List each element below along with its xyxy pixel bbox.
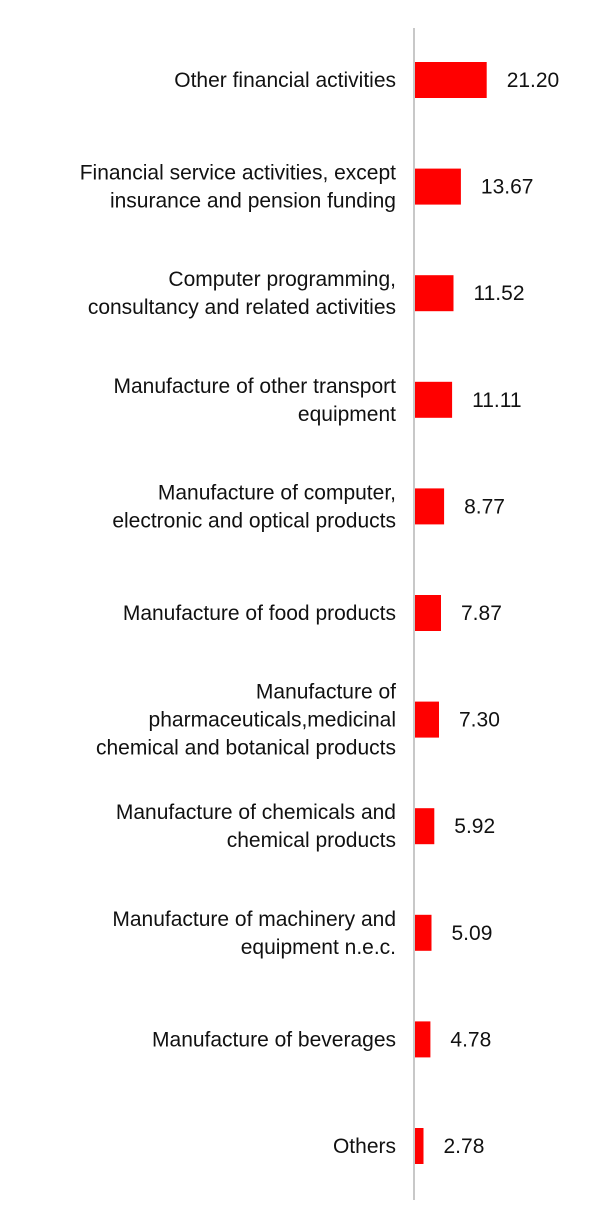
bar <box>414 808 435 845</box>
value-label: 11.52 <box>474 282 525 305</box>
bar <box>414 488 445 525</box>
category-label-line: Computer programming, <box>168 268 396 291</box>
value-label: 2.78 <box>444 1135 485 1158</box>
category-label-line: equipment <box>298 403 396 426</box>
category-label-line: Financial service activities, except <box>80 162 396 185</box>
bar <box>414 62 487 98</box>
category-label: Financial service activities, except insu… <box>80 162 396 213</box>
bar <box>414 1128 424 1164</box>
category-label-line: Manufacture of machinery and <box>112 908 396 931</box>
value-label: 4.78 <box>450 1028 491 1051</box>
category-label-line: chemical and botanical products <box>96 737 396 760</box>
category-label: Other financial activities <box>174 69 396 92</box>
bars-layer <box>414 62 487 1164</box>
category-label-line: consultancy and related activities <box>88 296 396 319</box>
bar <box>414 381 453 418</box>
category-label: Manufacture of pharmaceuticals,medicinal c… <box>96 681 396 760</box>
category-label: Manufacture of food products <box>123 602 396 625</box>
category-label-line: insurance and pension funding <box>110 190 396 213</box>
value-label: 21.20 <box>507 69 560 92</box>
bar <box>414 1021 431 1058</box>
category-label-line: Manufacture of chemicals and <box>116 801 396 824</box>
category-label: Manufacture of other transport equipment <box>114 375 397 426</box>
category-label-line: Manufacture of computer, <box>158 481 396 504</box>
value-label: 8.77 <box>464 495 505 518</box>
category-label: Manufacture of chemicals and chemical pro… <box>116 801 396 852</box>
category-label-line: pharmaceuticals,medicinal <box>149 709 396 732</box>
category-label-line: equipment n.e.c. <box>241 936 396 959</box>
category-label-line: Manufacture of beverages <box>152 1028 396 1051</box>
category-label: Manufacture of computer, electronic and o… <box>112 481 396 532</box>
category-label-line: chemical products <box>227 829 396 852</box>
category-label: Others <box>333 1135 396 1158</box>
value-label: 7.87 <box>461 602 502 625</box>
category-label: Manufacture of machinery and equipment n.… <box>112 908 396 959</box>
category-label-line: Manufacture of other transport <box>114 375 397 398</box>
category-label-line: Others <box>333 1135 396 1158</box>
bar <box>414 701 439 738</box>
category-label-line: Manufacture of food products <box>123 602 396 625</box>
value-label: 5.92 <box>454 815 495 838</box>
bar <box>414 275 454 312</box>
category-labels: Other financial activities Financial serv… <box>80 69 396 1158</box>
bar <box>414 595 441 631</box>
value-labels: 21.20 13.67 11.52 11.11 8.77 7.87 7.30 5.92 5.09… <box>444 69 560 1158</box>
bar <box>414 168 461 205</box>
category-label: Computer programming, consultancy and rel… <box>88 268 396 319</box>
bar <box>414 914 432 951</box>
category-label: Manufacture of beverages <box>152 1028 396 1051</box>
category-label-line: Other financial activities <box>174 69 396 92</box>
value-label: 13.67 <box>481 176 534 199</box>
value-label: 5.09 <box>452 922 493 945</box>
category-label-line: electronic and optical products <box>112 509 396 532</box>
value-label: 7.30 <box>459 709 500 732</box>
category-label-line: Manufacture of <box>256 681 396 704</box>
value-label: 11.11 <box>472 389 521 412</box>
